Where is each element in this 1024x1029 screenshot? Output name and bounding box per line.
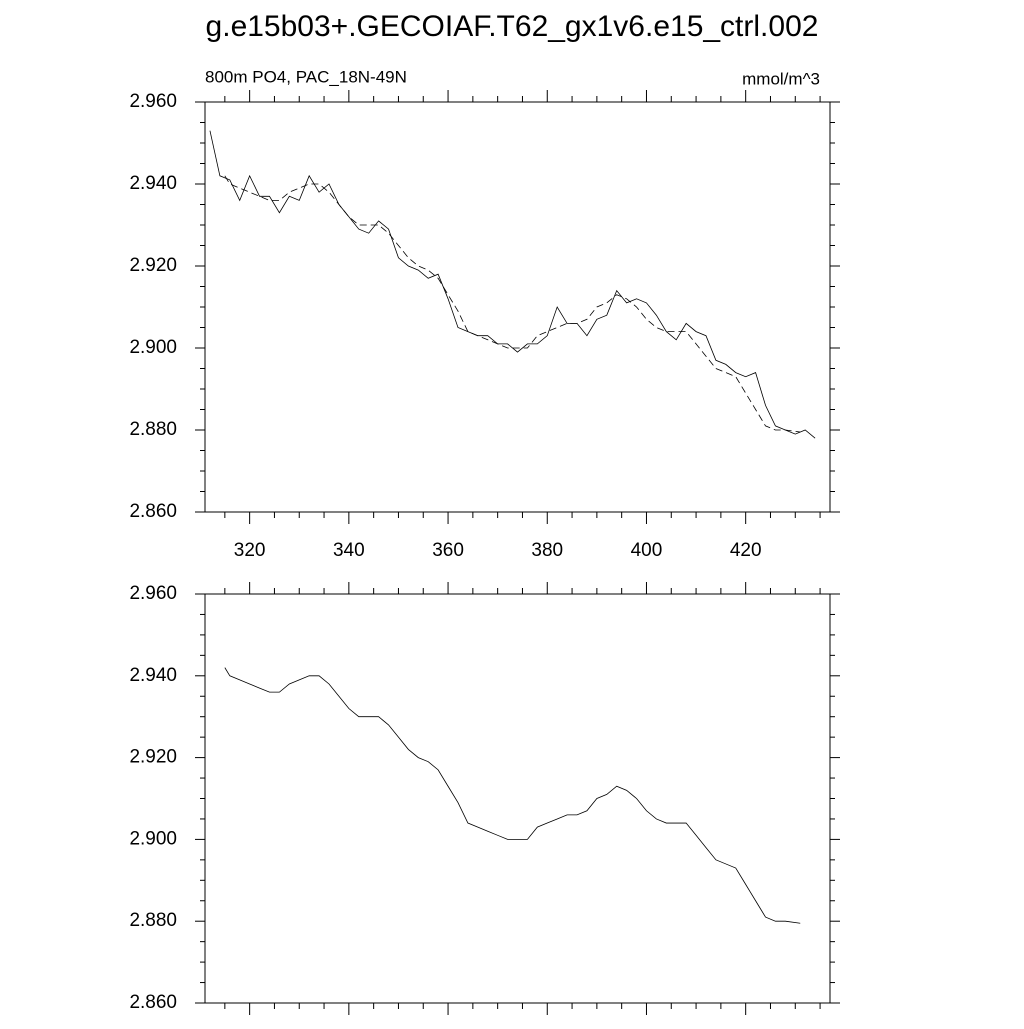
y-tick-label: 2.860 <box>129 992 177 1013</box>
y-tick-label: 2.880 <box>129 910 177 931</box>
x-tick-label: 340 <box>333 540 365 561</box>
y-tick-label: 2.900 <box>129 337 177 358</box>
x-tick-label: 360 <box>432 540 464 561</box>
y-tick-label: 2.960 <box>129 583 177 604</box>
y-tick-label: 2.920 <box>129 255 177 276</box>
data-line <box>209 130 816 439</box>
y-tick-label: 2.940 <box>129 665 177 686</box>
y-tick-label: 2.960 <box>129 91 177 112</box>
left-label: 800m PO4, PAC_18N-49N <box>205 67 407 86</box>
y-tick-label: 2.860 <box>129 501 177 522</box>
plot-frame <box>204 593 831 1004</box>
data-line <box>224 667 801 924</box>
right-label: mmol/m^3 <box>742 69 820 88</box>
figure-title: g.e15b03+.GECOIAF.T62_gx1v6.e15_ctrl.002 <box>206 10 819 43</box>
x-tick-label: 420 <box>730 540 762 561</box>
y-tick-label: 2.900 <box>129 828 177 849</box>
x-tick-label: 400 <box>631 540 663 561</box>
y-tick-label: 2.920 <box>129 747 177 768</box>
y-tick-label: 2.880 <box>129 419 177 440</box>
y-tick-label: 2.940 <box>129 173 177 194</box>
data-line <box>224 175 801 433</box>
x-tick-label: 380 <box>531 540 563 561</box>
plot-frame <box>204 101 831 513</box>
x-tick-label: 320 <box>234 540 266 561</box>
